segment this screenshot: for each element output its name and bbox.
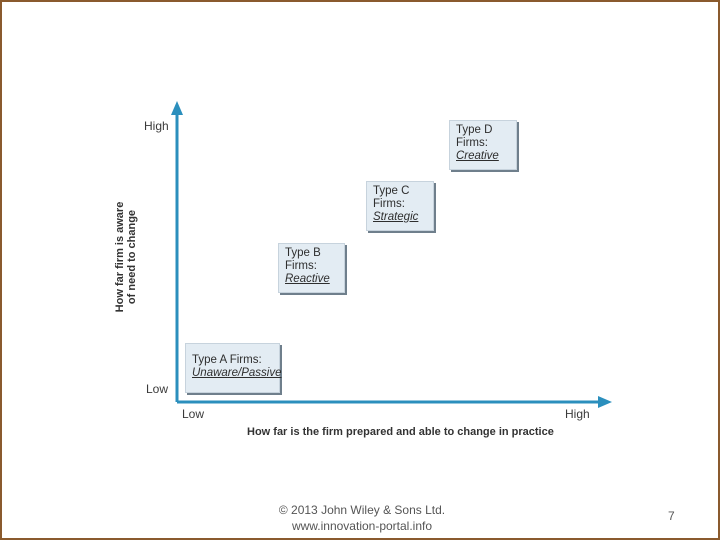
x-axis-high-label: High (565, 407, 590, 421)
box-type-a-kind: Unaware/Passive (192, 367, 282, 379)
box-type-c-kind: Strategic (373, 211, 419, 223)
y-axis-title-line1: How far firm is aware (114, 201, 126, 313)
y-axis-high-label: High (144, 119, 169, 133)
y-axis-title-line2: of need to change (126, 209, 138, 305)
box-type-b-title-line2: Firms: (285, 260, 317, 272)
box-type-d: Type D Firms: Creative (449, 120, 517, 170)
box-type-b-kind: Reactive (285, 273, 330, 285)
y-axis-low-label: Low (146, 382, 169, 396)
footer-website: www.innovation-portal.info (291, 519, 433, 533)
box-type-d-title-line1: Type D (456, 124, 493, 136)
y-axis-arrowhead (171, 101, 183, 115)
box-type-d-title-line2: Firms: (456, 137, 488, 149)
box-type-b-title-line1: Type B (285, 247, 321, 259)
box-type-c-title-line2: Firms: (373, 198, 405, 210)
page-number: 7 (668, 509, 675, 523)
box-type-d-kind: Creative (456, 150, 499, 162)
box-type-c: Type C Firms: Strategic (366, 181, 434, 231)
x-axis-title: How far is the firm prepared and able to… (247, 426, 554, 438)
box-type-c-title-line1: Type C (373, 185, 410, 197)
footer-credit: © 2013 John Wiley & Sons Ltd. www.innova… (252, 502, 472, 534)
box-type-b: Type B Firms: Reactive (278, 243, 345, 293)
x-axis-arrowhead (598, 396, 612, 408)
box-type-a-title: Type A Firms: (192, 354, 262, 366)
footer-copyright: © 2013 John Wiley & Sons Ltd. (278, 503, 446, 517)
x-axis-low-label: Low (182, 407, 205, 421)
box-type-a: Type A Firms: Unaware/Passive (185, 343, 282, 393)
